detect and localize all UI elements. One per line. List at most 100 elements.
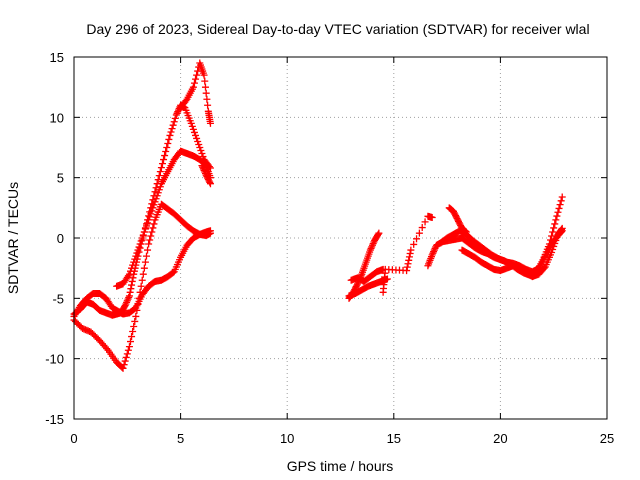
data-point [206, 229, 214, 237]
data-point [134, 246, 142, 254]
data-point [122, 300, 130, 308]
data-point [558, 193, 566, 201]
data-point [368, 241, 376, 249]
data-point [428, 251, 436, 259]
data-point [139, 270, 147, 278]
data-point [161, 152, 169, 160]
data-point [135, 294, 143, 302]
data-point [549, 228, 557, 236]
data-point [162, 148, 170, 156]
data-point [130, 322, 138, 330]
data-point [123, 298, 131, 306]
y-tick-label: 5 [57, 171, 64, 186]
data-point [168, 125, 176, 133]
data-point [152, 195, 160, 203]
axis-ticks [73, 56, 608, 420]
data-point [415, 229, 423, 237]
grid [74, 57, 607, 419]
data-point [189, 83, 197, 91]
data-point [148, 207, 156, 215]
plot-frame [73, 56, 608, 420]
data-point [555, 204, 563, 212]
data-point [125, 270, 133, 278]
y-axis-label: SDTVAR / TECUs [5, 182, 21, 294]
data-point [147, 232, 155, 240]
series-track-n [458, 224, 566, 281]
data-point [133, 306, 141, 314]
data-point [140, 228, 148, 236]
data-point [429, 249, 437, 257]
data-point [206, 174, 214, 182]
y-tick-label: -10 [45, 352, 64, 367]
data-point [147, 210, 155, 218]
data-point [156, 183, 164, 191]
data-point [558, 225, 566, 233]
data-point [128, 333, 136, 341]
data-point [138, 276, 146, 284]
data-point [169, 121, 177, 129]
data-point [197, 147, 205, 155]
data-point [125, 292, 133, 300]
data-point [132, 252, 140, 260]
data-point [136, 288, 144, 296]
data-point [121, 302, 129, 310]
data-point [413, 235, 421, 243]
data-point [375, 229, 383, 237]
data-point [146, 213, 154, 221]
x-axis-label: GPS time / hours [287, 458, 394, 474]
data-point [206, 178, 214, 186]
data-point [418, 224, 426, 232]
data-point [145, 216, 153, 224]
data-point [552, 216, 560, 224]
data-point [151, 188, 159, 196]
data-point [164, 139, 172, 147]
y-tick-label: 10 [50, 110, 64, 125]
data-point [405, 253, 413, 261]
series-track-d [177, 59, 214, 127]
data-point [553, 233, 561, 241]
data-point [132, 312, 140, 320]
data-point [201, 83, 209, 91]
data-point [151, 198, 159, 206]
data-point [103, 345, 111, 353]
data-point [120, 361, 128, 369]
data-point [428, 213, 436, 221]
data-point [430, 248, 438, 256]
data-point [141, 258, 149, 266]
data-point [140, 264, 148, 272]
data-point [121, 357, 129, 365]
series-track-i [347, 265, 387, 285]
data-point [150, 201, 158, 209]
data-point [556, 201, 564, 209]
data-point [201, 77, 209, 85]
data-point [137, 282, 145, 290]
data-point [156, 168, 164, 176]
data-point [133, 249, 141, 257]
data-point [549, 245, 557, 253]
data-point [554, 208, 562, 216]
data-point [206, 119, 214, 127]
data-point [353, 281, 361, 289]
series-track-j [379, 212, 436, 296]
data-point [129, 261, 137, 269]
data-point [558, 224, 566, 232]
data-point [173, 109, 181, 117]
data-point [123, 350, 131, 358]
series-track-c [70, 200, 214, 372]
data-point [145, 240, 153, 248]
y-tick-label: -5 [52, 291, 64, 306]
x-tick-label: 15 [387, 431, 401, 446]
data-point [553, 212, 561, 220]
data-point [198, 150, 206, 158]
data-points [70, 59, 566, 372]
data-point [157, 164, 165, 172]
data-point [548, 232, 556, 240]
data-point [125, 343, 133, 351]
data-point [199, 153, 207, 161]
data-point [146, 236, 154, 244]
data-point [126, 267, 134, 275]
data-point [369, 240, 377, 248]
data-point [142, 222, 150, 230]
data-point [128, 281, 136, 289]
